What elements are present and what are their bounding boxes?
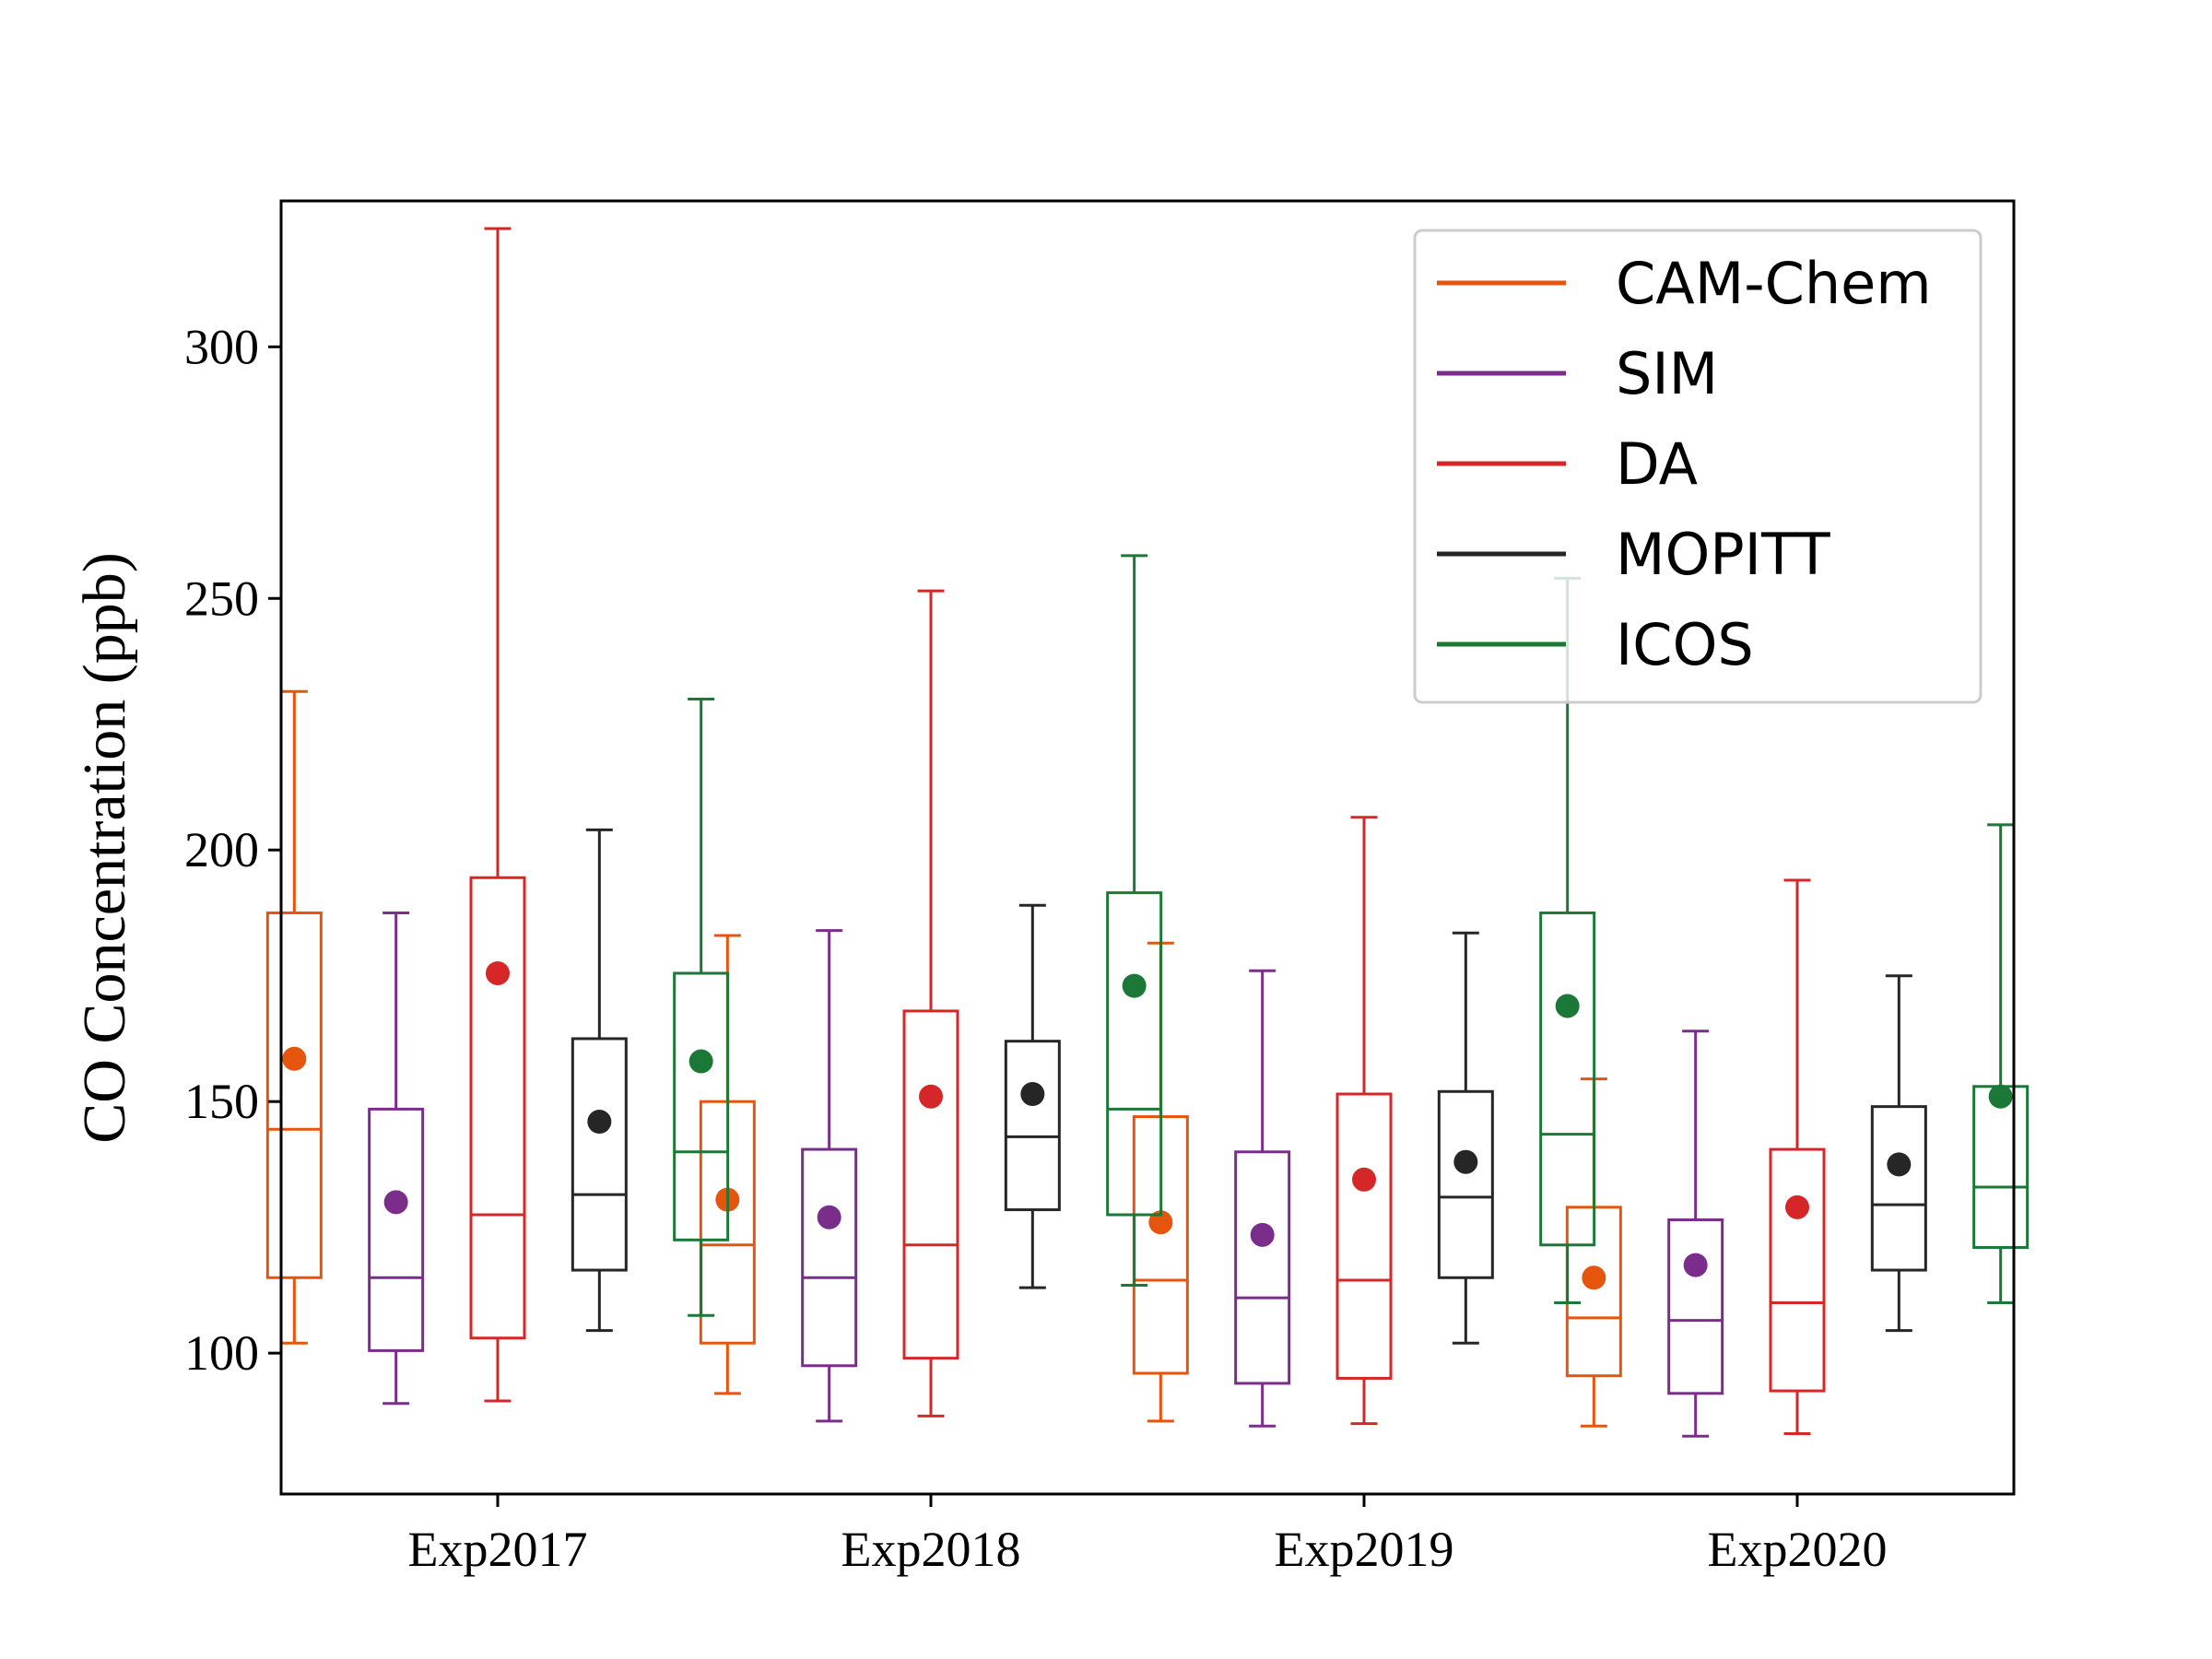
legend-label: ICOS <box>1616 611 1754 678</box>
mean-point <box>486 960 510 985</box>
box-cam-chem-exp2017 <box>265 689 323 1345</box>
box-icos-exp2018 <box>1106 554 1163 1287</box>
legend: CAM-Chem SIM DA MOPITT ICOS <box>1413 229 1983 704</box>
box-mopitt-exp2019 <box>1437 931 1494 1345</box>
x-tick-label: Exp2017 <box>408 1522 588 1577</box>
box-icos-exp2020 <box>1972 823 2030 1305</box>
box-iqr <box>1004 1040 1061 1212</box>
box-icos-exp2017 <box>673 697 730 1317</box>
legend-item-mopitt: MOPITT <box>1437 521 1831 588</box>
plot-area <box>265 227 2030 1438</box>
legend-item-da: DA <box>1437 430 1698 498</box>
box-iqr <box>673 971 730 1241</box>
y-tick-label: 300 <box>184 319 259 374</box>
box-da-exp2017 <box>469 227 526 1403</box>
box-da-exp2019 <box>1335 816 1393 1426</box>
y-axis-label: CO Concentration (ppb) <box>71 552 138 1144</box>
x-tick-label: Exp2019 <box>1275 1522 1454 1577</box>
box-sim-exp2020 <box>1667 1030 1724 1438</box>
box-sim-exp2019 <box>1234 969 1291 1428</box>
box-iqr <box>1234 1150 1291 1385</box>
mean-point <box>1683 1253 1708 1277</box>
box-iqr <box>1335 1092 1393 1380</box>
y-axis: 100 150 200 250 300 <box>184 319 281 1381</box>
mean-point <box>1250 1222 1275 1247</box>
box-iqr <box>1437 1089 1494 1279</box>
legend-label: CAM-Chem <box>1616 250 1932 317</box>
plot-frame <box>279 199 2016 1496</box>
box-iqr <box>1870 1105 1927 1272</box>
box-iqr <box>1972 1085 2030 1250</box>
box-iqr <box>265 911 323 1279</box>
box-sim-exp2018 <box>801 929 858 1423</box>
box-iqr <box>1667 1218 1724 1395</box>
mean-point <box>1785 1194 1809 1219</box>
box-da-exp2020 <box>1769 878 1826 1435</box>
x-tick-label: Exp2018 <box>841 1522 1021 1577</box>
x-axis: Exp2017 Exp2018 Exp2019 Exp2020 <box>408 1494 1888 1577</box>
mean-point <box>1148 1210 1173 1235</box>
y-tick-label: 250 <box>184 571 259 626</box>
legend-label: SIM <box>1616 340 1718 407</box>
y-tick-label: 150 <box>184 1074 259 1129</box>
box-iqr <box>469 876 526 1340</box>
box-iqr <box>368 1107 425 1352</box>
mean-point <box>1582 1265 1606 1290</box>
box-da-exp2018 <box>902 589 959 1418</box>
mean-point <box>1988 1084 2013 1109</box>
box-iqr <box>1769 1147 1826 1393</box>
mean-point <box>1122 973 1147 998</box>
x-tick-label: Exp2020 <box>1708 1522 1888 1577</box>
legend-label: DA <box>1616 430 1698 498</box>
legend-box <box>1413 229 1983 704</box>
mean-point <box>1352 1167 1376 1192</box>
mean-point <box>383 1190 408 1215</box>
legend-item-icos: ICOS <box>1437 611 1754 678</box>
box-mopitt-exp2018 <box>1004 903 1061 1289</box>
box-sim-exp2017 <box>368 911 425 1406</box>
mean-point <box>1555 994 1580 1018</box>
mean-point <box>919 1084 943 1109</box>
box-iqr <box>902 1009 959 1360</box>
box-iqr <box>571 1037 628 1272</box>
box-mopitt-exp2020 <box>1870 974 1927 1333</box>
legend-label: MOPITT <box>1616 521 1831 588</box>
mean-point <box>282 1046 307 1071</box>
mean-point <box>688 1049 713 1074</box>
legend-item-cam-chem: CAM-Chem <box>1437 250 1932 317</box>
box-iqr <box>1106 891 1163 1217</box>
mean-point <box>1453 1149 1478 1174</box>
y-tick-label: 100 <box>184 1325 259 1381</box>
mean-point <box>1020 1081 1045 1106</box>
mean-point <box>587 1110 612 1135</box>
box-iqr <box>1539 911 1596 1247</box>
mean-point <box>1887 1152 1912 1177</box>
legend-item-sim: SIM <box>1437 340 1718 407</box>
box-mopitt-exp2017 <box>571 828 628 1333</box>
y-tick-label: 200 <box>184 822 259 877</box>
box-iqr <box>801 1147 858 1368</box>
mean-point <box>817 1205 841 1230</box>
